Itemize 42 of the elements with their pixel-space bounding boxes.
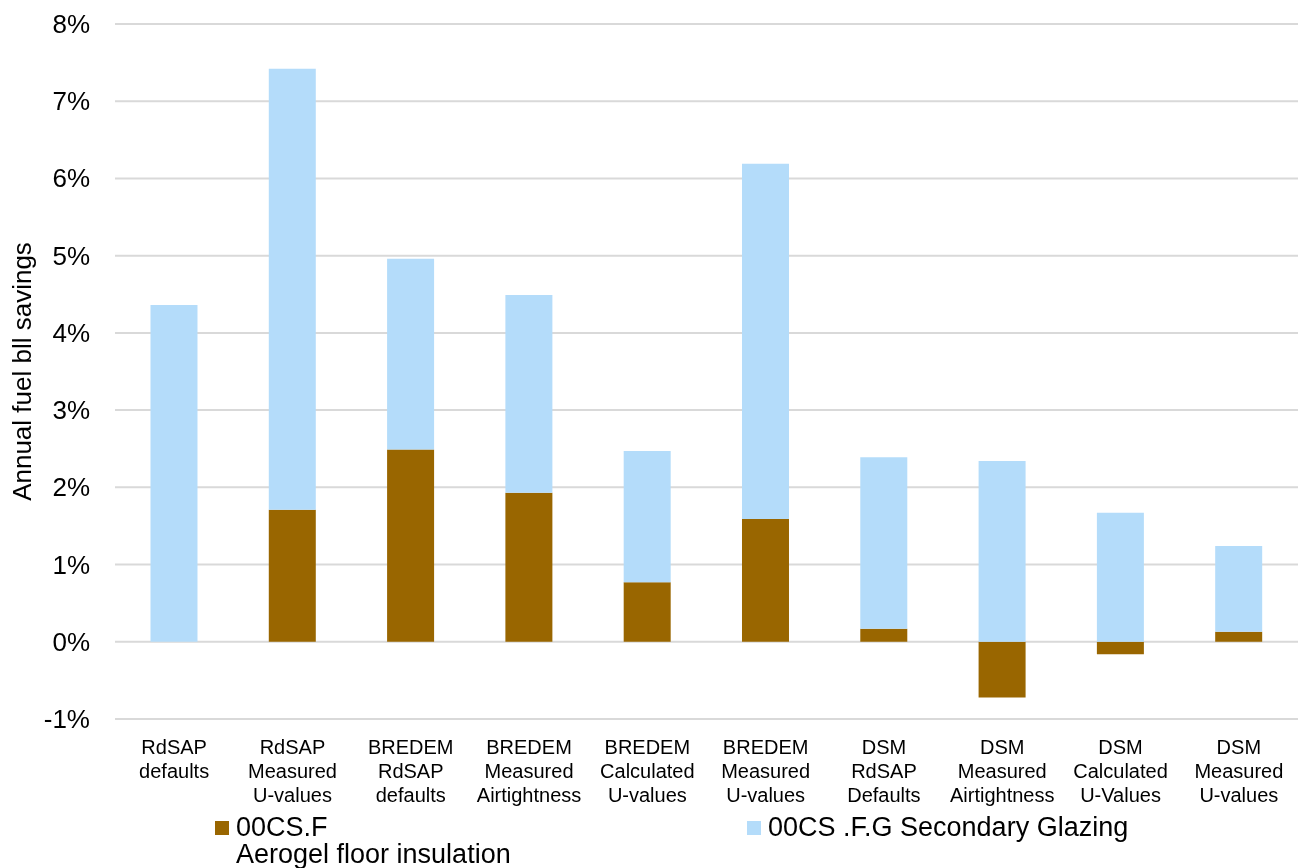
x-tick-label: DSM RdSAP Defaults: [847, 736, 921, 806]
x-tick-label: RdSAP Measured U-values: [247, 736, 337, 806]
y-tick-label: 4%: [52, 317, 90, 348]
bar: [387, 449, 435, 642]
legend-label: 00CS .F.G Secondary Glazing: [768, 812, 1129, 842]
y-tick-label: 7%: [52, 86, 90, 117]
bar: [268, 509, 316, 642]
bar: [741, 163, 789, 519]
y-tick-label: 6%: [52, 163, 90, 194]
x-tick-label: RdSAP defaults: [139, 736, 210, 782]
bar: [150, 305, 198, 642]
y-tick-label: 1%: [52, 549, 90, 580]
y-axis-title: Annual fuel bll savings: [7, 242, 37, 501]
bar: [387, 258, 435, 450]
bar: [268, 68, 316, 510]
legend-label: 00CS.F Aerogel floor insulation: [236, 812, 511, 868]
x-tick-label: DSM Measured Airtightness: [950, 736, 1055, 806]
y-tick-label: 5%: [52, 240, 90, 271]
bar: [1096, 641, 1144, 655]
x-tick-label: BREDEM Measured U-values: [721, 736, 811, 806]
y-tick-label: 2%: [52, 472, 90, 503]
bar: [505, 492, 553, 642]
y-tick-label: 3%: [52, 395, 90, 426]
bar: [623, 451, 671, 583]
y-tick-label: 0%: [52, 626, 90, 657]
bar: [623, 582, 671, 642]
bar: [978, 461, 1026, 642]
x-tick-label: DSM Calculated U-Values: [1073, 736, 1168, 806]
bar: [978, 641, 1026, 698]
x-tick-label: BREDEM Measured Airtightness: [476, 736, 582, 806]
bar: [1215, 546, 1263, 632]
bar: [505, 295, 553, 493]
bar: [860, 457, 908, 629]
y-tick-label: -1%: [43, 704, 90, 734]
x-tick-label: BREDEM RdSAP defaults: [367, 736, 454, 806]
bar: [1096, 512, 1144, 642]
y-tick-label: 8%: [52, 9, 90, 39]
bar: [1215, 631, 1263, 642]
x-tick-label: DSM Measured U-values: [1194, 736, 1284, 806]
bar: [741, 518, 789, 642]
bar: [860, 628, 908, 642]
x-tick-label: BREDEM Calculated U-values: [600, 736, 695, 806]
